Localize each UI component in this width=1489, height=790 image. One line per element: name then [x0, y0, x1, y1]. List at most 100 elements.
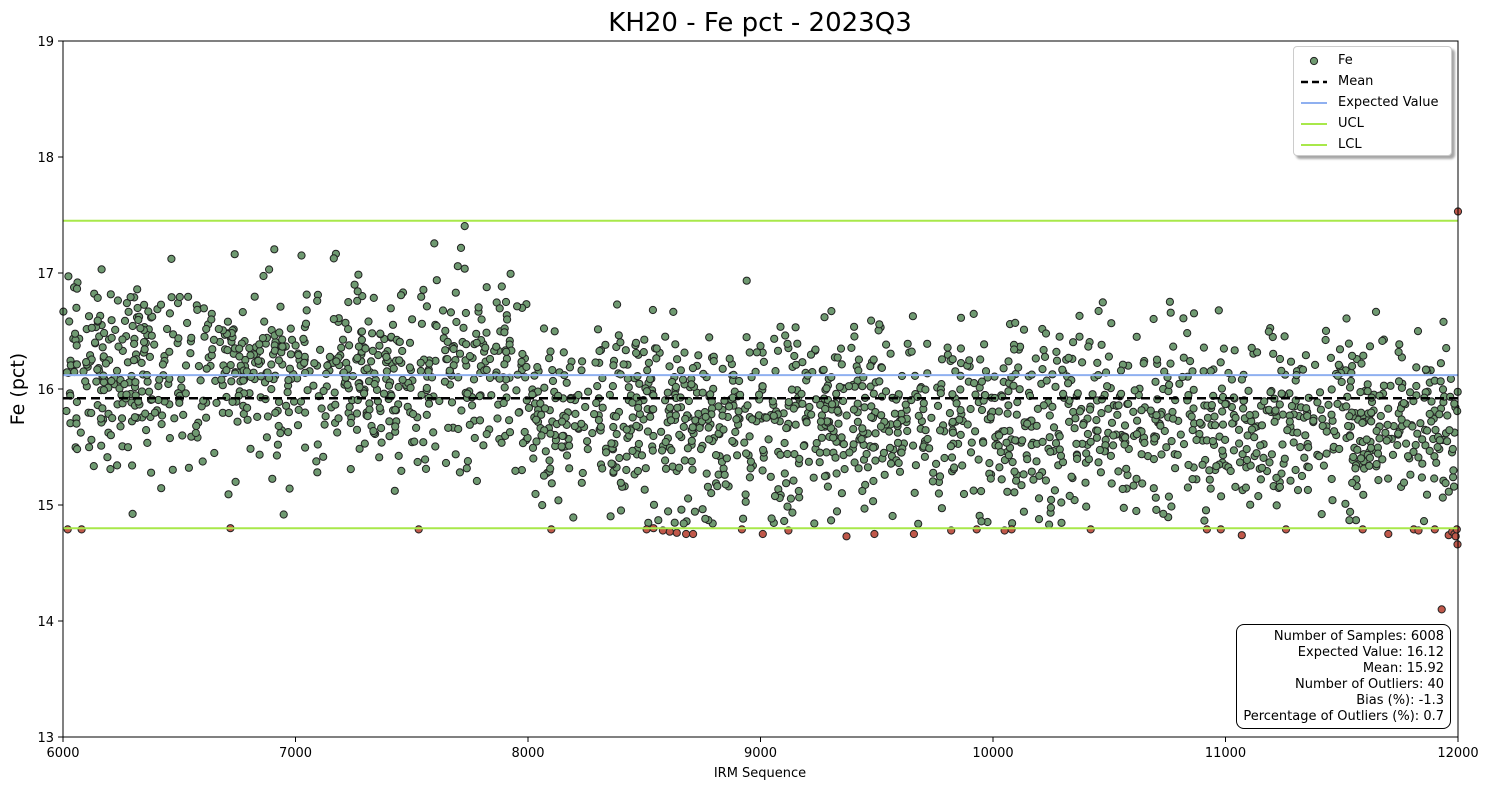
fe-point: [1438, 385, 1448, 394]
fe-point: [1173, 450, 1182, 459]
fe-point: [869, 389, 878, 398]
fe-point: [505, 428, 515, 437]
fe-point: [1032, 421, 1041, 430]
fe-point: [1132, 506, 1141, 516]
fe-point: [1346, 432, 1355, 441]
fe-point: [643, 427, 653, 436]
fe-point: [1449, 473, 1458, 482]
fe-point: [601, 340, 610, 349]
fe-point: [1423, 426, 1432, 435]
fe-point: [1450, 399, 1459, 408]
fe-point: [1183, 483, 1193, 492]
fe-point: [1394, 429, 1403, 438]
fe-point: [481, 343, 490, 352]
fe-point: [313, 468, 322, 477]
fe-point: [759, 357, 769, 366]
fe-point: [165, 374, 174, 383]
fe-point: [529, 454, 538, 463]
fe-point: [1286, 357, 1296, 366]
fe-point: [798, 399, 807, 408]
fe-point: [834, 419, 843, 428]
fe-point: [209, 335, 218, 344]
fe-point: [128, 321, 137, 331]
fe-point: [581, 402, 590, 412]
fe-point: [1046, 447, 1055, 456]
fe-point: [1011, 318, 1020, 327]
fe-point: [145, 352, 154, 361]
fe-point: [701, 514, 710, 523]
fe-point: [465, 352, 474, 361]
fe-point: [1075, 311, 1084, 320]
stats-expected: Expected Value: 16.12: [1297, 645, 1444, 660]
fe-point: [65, 317, 74, 326]
fe-point: [1198, 460, 1207, 469]
fe-point: [1328, 496, 1337, 505]
fe-point: [1119, 503, 1128, 512]
fe-point: [1353, 445, 1362, 454]
fe-point: [1072, 439, 1081, 448]
fe-point: [477, 315, 486, 324]
fe-point: [302, 290, 311, 299]
fe-point: [165, 309, 174, 318]
fe-point: [1348, 351, 1357, 360]
fe-point: [624, 383, 633, 392]
fe-point: [262, 433, 271, 442]
fe-point: [671, 411, 681, 420]
fe-point: [820, 472, 830, 481]
fe-point: [531, 489, 540, 499]
fe-point: [799, 441, 808, 451]
fe-point: [741, 497, 750, 506]
fe-point: [1448, 444, 1457, 454]
fe-point: [847, 343, 856, 352]
fe-point: [1275, 400, 1284, 409]
fe-point: [1226, 466, 1235, 476]
fe-point: [137, 387, 147, 396]
fe-point: [447, 398, 457, 407]
fe-point: [977, 517, 986, 526]
fe-point: [1318, 421, 1327, 431]
fe-point: [1333, 399, 1342, 408]
fe-point: [776, 322, 785, 331]
fe-point: [867, 316, 876, 325]
fe-point: [681, 414, 690, 424]
fe-point: [1082, 449, 1091, 458]
fe-point: [200, 332, 209, 341]
fe-point: [562, 451, 572, 460]
fe-point: [577, 478, 586, 487]
fe-point: [670, 518, 679, 527]
fe-point: [537, 431, 546, 440]
fe-point: [550, 327, 559, 336]
fe-point: [460, 264, 469, 273]
fe-point: [1152, 355, 1162, 364]
fe-point: [664, 507, 673, 516]
fe-point: [1376, 411, 1385, 421]
fe-point: [1453, 407, 1462, 416]
fe-point: [1137, 406, 1146, 415]
stats-samples: Number of Samples: 6008: [1273, 629, 1444, 644]
fe-point: [1327, 385, 1336, 394]
fe-point: [1365, 461, 1374, 470]
fe-point: [718, 411, 727, 420]
fe-point: [633, 466, 643, 476]
fe-point: [76, 428, 85, 437]
fe-point: [963, 420, 972, 429]
fe-point: [72, 419, 81, 428]
fe-point: [235, 352, 244, 361]
fe-point: [577, 366, 586, 375]
fe-point: [1083, 429, 1093, 439]
fe-point: [438, 306, 448, 315]
fe-point: [1313, 398, 1322, 407]
fe-point: [995, 431, 1004, 440]
fe-point: [701, 412, 710, 421]
fe-point: [1417, 473, 1427, 482]
fe-point: [540, 383, 549, 392]
fe-point: [412, 423, 421, 432]
fe-point: [1004, 387, 1013, 396]
fe-point: [742, 333, 751, 342]
fe-point: [583, 445, 592, 454]
fe-point: [181, 361, 191, 370]
fe-point: [1017, 481, 1026, 490]
fe-point: [641, 464, 650, 473]
fe-point: [170, 414, 179, 423]
fe-point: [637, 451, 647, 460]
